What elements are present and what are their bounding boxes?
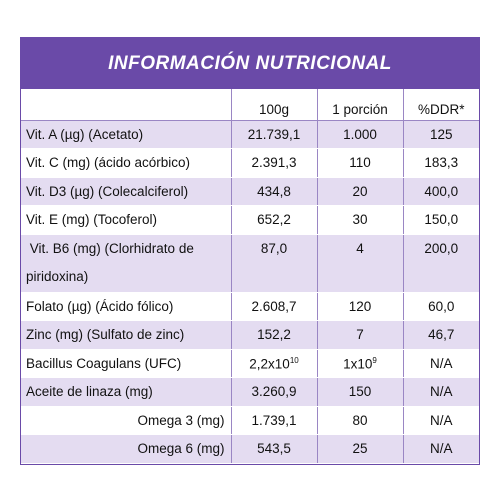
table-row: Vit. A (µg) (Acetato) 21.739,1 1.000 125 <box>21 120 479 149</box>
value-100g: 652,2 <box>231 205 318 235</box>
value-portion: 7 <box>317 320 404 350</box>
value-portion: 1.000 <box>317 120 404 149</box>
value-100g: 2.391,3 <box>231 148 318 178</box>
value-100g: 152,2 <box>231 320 318 350</box>
header-ddr: %DDR* <box>403 89 479 121</box>
value-portion: 80 <box>317 406 404 435</box>
table-row: Vit. D3 (µg) (Colecalciferol) 434,8 20 4… <box>21 177 479 206</box>
table-row: Bacillus Coagulans (UFC) 2,2x1010 1x109 … <box>21 349 479 378</box>
value-ddr: 183,3 <box>403 148 479 178</box>
value-ddr: 400,0 <box>403 177 479 206</box>
header-100g: 100g <box>231 89 318 121</box>
nutrient-name: Vit. B6 (mg) (Clorhidrato de piridoxina) <box>21 234 232 293</box>
value-ddr: 60,0 <box>403 292 479 321</box>
nutrition-panel: INFORMACIÓN NUTRICIONAL 100g 1 porción %… <box>20 37 480 465</box>
value-100g: 2.608,7 <box>231 292 318 321</box>
value-portion: 110 <box>317 148 404 178</box>
value-portion: 25 <box>317 434 404 464</box>
nutrient-name: Vit. D3 (µg) (Colecalciferol) <box>21 177 232 206</box>
nutrition-table: 100g 1 porción %DDR* Vit. A (µg) (Acetat… <box>21 89 479 464</box>
value-portion: 30 <box>317 205 404 235</box>
header-row: 100g 1 porción %DDR* <box>21 89 479 121</box>
table-row: Zinc (mg) (Sulfato de zinc) 152,2 7 46,7 <box>21 320 479 350</box>
table-row: Vit. C (mg) (ácido acórbico) 2.391,3 110… <box>21 148 479 178</box>
panel-title: INFORMACIÓN NUTRICIONAL <box>108 52 392 74</box>
value-100g: 543,5 <box>231 434 318 464</box>
nutrient-name: Omega 6 (mg) <box>21 434 232 464</box>
value-portion: 120 <box>317 292 404 321</box>
nutrient-name: Aceite de linaza (mg) <box>21 377 232 407</box>
value-ddr: 200,0 <box>403 234 479 293</box>
value-ddr: N/A <box>403 434 479 464</box>
value-ddr: 150,0 <box>403 205 479 235</box>
table-row: Aceite de linaza (mg) 3.260,9 150 N/A <box>21 377 479 407</box>
value-ddr: 125 <box>403 120 479 149</box>
value-portion: 4 <box>317 234 404 293</box>
value-portion: 150 <box>317 377 404 407</box>
table-row: Folato (µg) (Ácido fólico) 2.608,7 120 6… <box>21 292 479 321</box>
value-ddr: 46,7 <box>403 320 479 350</box>
value-ddr: N/A <box>403 406 479 435</box>
value-100g-exponent: 10 <box>289 355 299 365</box>
table-row: Omega 6 (mg) 543,5 25 N/A <box>21 434 479 464</box>
value-100g: 87,0 <box>231 234 318 293</box>
value-ddr: N/A <box>403 349 479 378</box>
nutrient-name: Zinc (mg) (Sulfato de zinc) <box>21 320 232 350</box>
table-row: Omega 3 (mg) 1.739,1 80 N/A <box>21 406 479 435</box>
nutrient-name: Vit. E (mg) (Tocoferol) <box>21 205 232 235</box>
nutrient-name: Omega 3 (mg) <box>21 406 232 435</box>
header-nutrient <box>21 89 232 121</box>
value-portion-exponent: 9 <box>372 355 377 365</box>
nutrient-name: Bacillus Coagulans (UFC) <box>21 349 232 378</box>
value-portion: 20 <box>317 177 404 206</box>
header-portion: 1 porción <box>317 89 404 121</box>
nutrient-name: Vit. C (mg) (ácido acórbico) <box>21 148 232 178</box>
title-bar: INFORMACIÓN NUTRICIONAL <box>21 38 479 89</box>
nutrient-name: Folato (µg) (Ácido fólico) <box>21 292 232 321</box>
value-100g: 1.739,1 <box>231 406 318 435</box>
value-ddr: N/A <box>403 377 479 407</box>
value-100g: 434,8 <box>231 177 318 206</box>
table-row: Vit. E (mg) (Tocoferol) 652,2 30 150,0 <box>21 205 479 235</box>
value-portion: 1x109 <box>317 349 404 378</box>
table-row: Vit. B6 (mg) (Clorhidrato de piridoxina)… <box>21 234 479 293</box>
value-100g-base: 2,2x10 <box>249 356 290 371</box>
nutrient-name: Vit. A (µg) (Acetato) <box>21 120 232 149</box>
value-100g: 21.739,1 <box>231 120 318 149</box>
value-portion-base: 1x10 <box>343 356 373 371</box>
value-100g: 3.260,9 <box>231 377 318 407</box>
value-100g: 2,2x1010 <box>231 349 318 378</box>
